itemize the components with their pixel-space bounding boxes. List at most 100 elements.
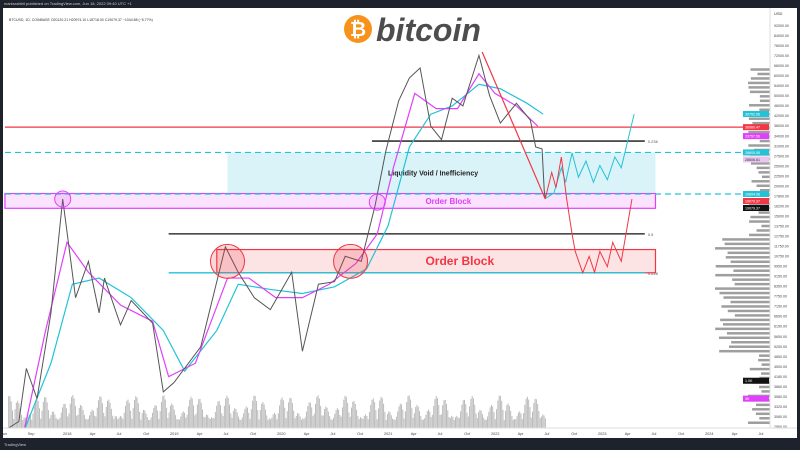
volume-bar bbox=[521, 418, 523, 428]
volume-bar bbox=[404, 411, 406, 428]
y-tick-label: 2860.00 bbox=[774, 425, 787, 429]
volume-bar bbox=[476, 418, 478, 428]
volume-bar bbox=[330, 419, 332, 428]
price-chart[interactable]: Liquidity Void / Inefficiency Order Block… bbox=[1, 8, 797, 439]
volume-bar bbox=[489, 407, 491, 428]
volume-bar bbox=[408, 395, 410, 428]
volume-bar bbox=[275, 414, 277, 428]
volume-profile-bar bbox=[757, 72, 770, 76]
volume-bar bbox=[366, 416, 368, 428]
volume-bar bbox=[370, 404, 372, 428]
volume-profile-bar bbox=[748, 421, 770, 424]
volume-bar bbox=[402, 409, 404, 428]
volume-bar bbox=[286, 411, 288, 428]
volume-bar bbox=[421, 419, 423, 428]
volume-bar bbox=[388, 411, 390, 428]
y-tick-label: 17800.00 bbox=[774, 194, 789, 198]
volume-bar bbox=[308, 402, 310, 428]
volume-bar bbox=[425, 414, 427, 428]
volume-bar bbox=[191, 398, 193, 428]
volume-bar bbox=[344, 395, 346, 428]
volume-bar bbox=[162, 396, 164, 428]
volume-profile-bar bbox=[748, 81, 770, 85]
volume-bar bbox=[250, 409, 252, 428]
volume-profile-bar bbox=[727, 309, 770, 313]
volume-profile-bar bbox=[759, 417, 770, 420]
volume-bar bbox=[151, 412, 153, 428]
volume-bar bbox=[288, 402, 290, 428]
chart-area[interactable]: Liquidity Void / Inefficiency Order Block… bbox=[1, 8, 797, 439]
x-tick-label: Apr bbox=[304, 432, 311, 436]
volume-bar bbox=[142, 409, 144, 428]
volume-bar bbox=[121, 416, 123, 428]
volume-bar bbox=[426, 411, 428, 428]
price-tag bbox=[743, 124, 769, 131]
volume-bar bbox=[14, 409, 16, 428]
volume-bar bbox=[403, 418, 405, 428]
volume-bar bbox=[133, 399, 135, 428]
volume-bar bbox=[484, 419, 486, 428]
volume-bar bbox=[218, 401, 220, 428]
volume-bar bbox=[422, 419, 424, 428]
volume-profile-bar bbox=[728, 345, 770, 348]
volume-bar bbox=[50, 415, 52, 428]
volume-bar bbox=[309, 402, 311, 428]
volume-bar bbox=[8, 396, 10, 428]
volume-bar bbox=[126, 400, 128, 428]
price-tag-label: 19079.37 bbox=[745, 200, 760, 204]
volume-bar bbox=[230, 413, 232, 428]
volume-bar bbox=[103, 412, 105, 428]
time-axis bbox=[3, 428, 797, 438]
volume-bar bbox=[173, 409, 175, 428]
volume-bar bbox=[255, 401, 257, 428]
volume-profile-bar bbox=[761, 372, 770, 375]
volume-bar bbox=[471, 396, 473, 428]
bitcoin-wordmark: bitcoin bbox=[376, 12, 481, 48]
volume-bar bbox=[155, 405, 157, 428]
volume-bar bbox=[326, 407, 328, 428]
volume-profile-bar bbox=[721, 305, 770, 308]
volume-bar bbox=[349, 416, 351, 428]
highlight-circle bbox=[54, 190, 72, 208]
y-tick-label: 22500.00 bbox=[774, 174, 789, 178]
volume-bar bbox=[352, 401, 354, 428]
volume-bar bbox=[434, 399, 436, 428]
price-tag bbox=[743, 198, 769, 205]
volume-bar bbox=[12, 410, 14, 428]
y-tick-label: 4180.00 bbox=[774, 375, 787, 379]
y-tick-label: 6650.00 bbox=[774, 315, 787, 319]
volume-bar bbox=[437, 398, 439, 428]
volume-bar bbox=[410, 399, 412, 428]
volume-bar bbox=[252, 400, 254, 428]
volume-bar bbox=[407, 396, 409, 428]
volume-bar bbox=[146, 417, 148, 428]
volume-bar bbox=[17, 400, 19, 428]
volume-profile-bar bbox=[760, 188, 770, 192]
x-tick-label: Apr bbox=[197, 432, 204, 436]
volume-bar bbox=[63, 403, 65, 428]
volume-bar bbox=[496, 409, 498, 428]
price-tag bbox=[743, 395, 769, 402]
volume-bar bbox=[520, 413, 522, 428]
volume-bar bbox=[204, 417, 206, 428]
y-tick-label: 34000.00 bbox=[774, 134, 789, 138]
price-tag-label: 3K bbox=[745, 397, 750, 401]
liquidity-void-zone bbox=[227, 152, 656, 193]
volume-bar bbox=[128, 403, 130, 428]
volume-bar bbox=[392, 418, 394, 428]
x-tick-label: Oct bbox=[464, 432, 471, 436]
volume-bar bbox=[499, 395, 501, 428]
volume-bar bbox=[42, 401, 44, 428]
volume-bar bbox=[36, 398, 38, 428]
y-tick-label: 8350.00 bbox=[774, 285, 787, 289]
volume-bar bbox=[73, 398, 75, 428]
volume-bar bbox=[503, 419, 505, 428]
volume-bar bbox=[519, 411, 521, 428]
volume-bar bbox=[458, 417, 460, 428]
volume-bar bbox=[49, 418, 51, 428]
volume-bar bbox=[420, 415, 422, 428]
volume-bar bbox=[169, 405, 171, 428]
price-tag bbox=[743, 377, 769, 384]
volume-bar bbox=[487, 416, 489, 428]
volume-bar bbox=[228, 404, 230, 428]
